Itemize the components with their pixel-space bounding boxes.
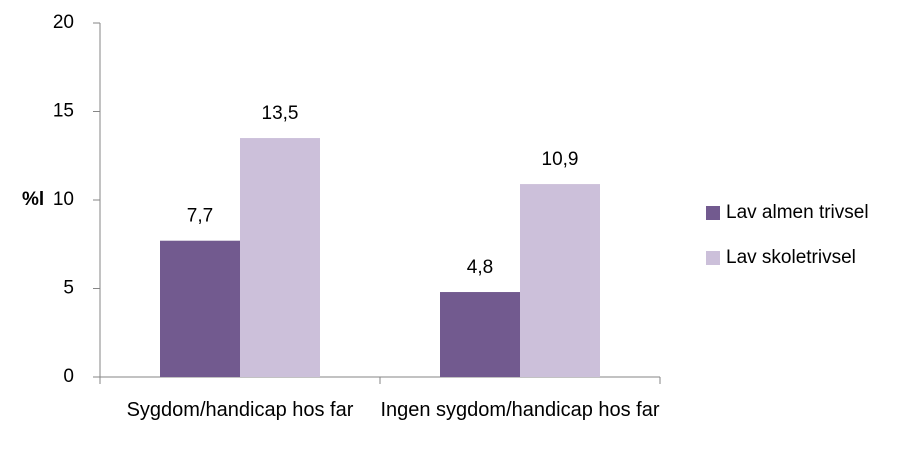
y-axis-label: %l bbox=[22, 189, 44, 210]
data-label: 4,8 bbox=[467, 257, 493, 278]
y-tick-label: 20 bbox=[53, 12, 74, 33]
legend-swatch bbox=[706, 206, 720, 220]
bar bbox=[240, 138, 320, 377]
y-tick-label: 5 bbox=[63, 278, 74, 299]
y-tick-label: 15 bbox=[53, 101, 74, 122]
x-tick-label: Ingen sygdom/handicap hos far bbox=[380, 399, 660, 421]
legend-swatch bbox=[706, 251, 720, 265]
data-label: 10,9 bbox=[542, 149, 579, 170]
bar bbox=[520, 184, 600, 377]
bar bbox=[440, 292, 520, 377]
legend-label: Lav almen trivsel bbox=[726, 202, 869, 223]
bar bbox=[160, 240, 240, 377]
data-label: 7,7 bbox=[187, 206, 213, 227]
y-tick-label: 0 bbox=[63, 366, 74, 387]
data-label: 13,5 bbox=[262, 103, 299, 124]
legend-label: Lav skoletrivsel bbox=[726, 247, 856, 268]
x-tick-label: Sygdom/handicap hos far bbox=[126, 399, 354, 421]
y-tick-label: 10 bbox=[53, 189, 74, 210]
